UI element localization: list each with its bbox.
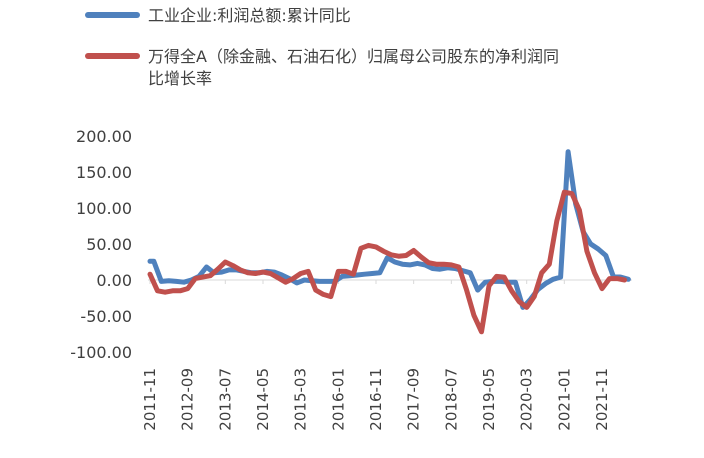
legend-item-wind-all-a-net-profit: 万得全A（除金融、石油石化）归属母公司股东的净利润同 比增长率 <box>85 47 564 88</box>
x-tick-label: 2013-07 <box>216 368 234 431</box>
series-line-industrial-profit <box>147 149 631 310</box>
x-tick-label: 2014-05 <box>254 368 272 431</box>
y-tick-label: -50.00 <box>80 307 132 326</box>
x-tick-label: 2015-03 <box>292 368 310 431</box>
series-layer <box>147 149 631 335</box>
y-tick-label: 0.00 <box>96 271 132 290</box>
y-axis: 200.00 150.00 100.00 50.00 0.00 -50.00 -100.00 <box>70 127 132 362</box>
y-tick-label: -100.00 <box>70 343 132 362</box>
x-tick-label: 2021-01 <box>555 368 573 431</box>
legend-label-industrial-profit: 工业企业:利润总额:累计同比 <box>148 6 351 25</box>
legend-label-wind-all-a-net-profit: 万得全A（除金融、石油石化）归属母公司股东的净利润同 比增长率 <box>148 47 564 88</box>
legend-item-industrial-profit: 工业企业:利润总额:累计同比 <box>85 6 351 25</box>
y-tick-label: 100.00 <box>76 199 132 218</box>
x-tick-label: 2021-11 <box>593 368 611 431</box>
x-tick-label: 2019-05 <box>480 368 498 431</box>
y-tick-label: 150.00 <box>76 163 132 182</box>
series-line-wind-all-a-net-profit <box>147 189 628 335</box>
x-axis: 2011-11 2012-09 2013-07 2014-05 2015-03 2016-… <box>141 279 632 431</box>
x-tick-label: 2017-09 <box>405 368 423 431</box>
x-tick-label: 2016-01 <box>329 368 347 431</box>
x-tick-label: 2016-11 <box>367 368 385 431</box>
legend: 工业企业:利润总额:累计同比 万得全A（除金融、石油石化）归属母公司股东的净利润… <box>85 6 564 88</box>
x-tick-label: 2012-09 <box>179 368 197 431</box>
x-tick-label: 2011-11 <box>141 368 159 431</box>
x-tick-label: 2018-07 <box>442 368 460 431</box>
x-tick-label: 2020-03 <box>518 368 536 431</box>
y-tick-label: 200.00 <box>76 127 132 146</box>
legend-label-line-1: 万得全A（除金融、石油石化）归属母公司股东的净利润同 <box>148 47 559 66</box>
legend-label-line-2: 比增长率 <box>148 69 212 88</box>
y-tick-label: 50.00 <box>86 235 132 254</box>
